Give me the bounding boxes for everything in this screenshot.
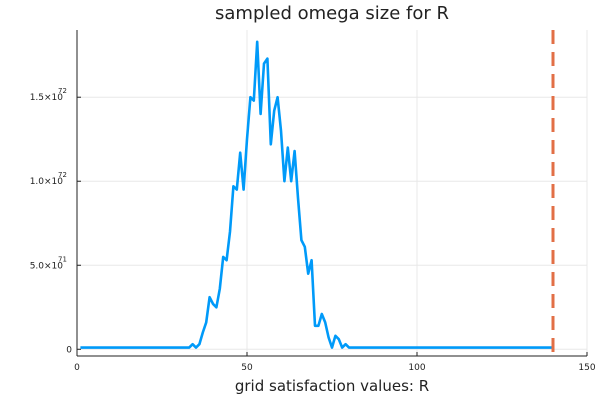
chart-title: sampled omega size for R	[215, 3, 449, 24]
y-tick-exponent: 71	[58, 255, 67, 263]
x-tick-label: 100	[408, 363, 425, 373]
x-tick-label: 0	[74, 363, 80, 373]
y-tick-label: 5.0×10	[30, 261, 64, 271]
axes	[76, 30, 587, 357]
y-tick-label: 0	[66, 345, 72, 355]
plot-area	[80, 30, 555, 356]
x-tick-label: 150	[578, 363, 595, 373]
series-line	[80, 40, 553, 349]
x-axis-label: grid satisfaction values: R	[235, 377, 429, 395]
x-tick-labels: 0 50 100 150	[74, 352, 596, 373]
y-tick-exponent: 72	[58, 87, 67, 95]
y-tick-exponent: 72	[58, 171, 67, 179]
x-tick-label: 50	[241, 363, 253, 373]
y-tick-label: 1.0×10	[30, 177, 64, 187]
y-tick-label: 1.5×10	[30, 93, 64, 103]
grid-lines	[76, 30, 588, 356]
